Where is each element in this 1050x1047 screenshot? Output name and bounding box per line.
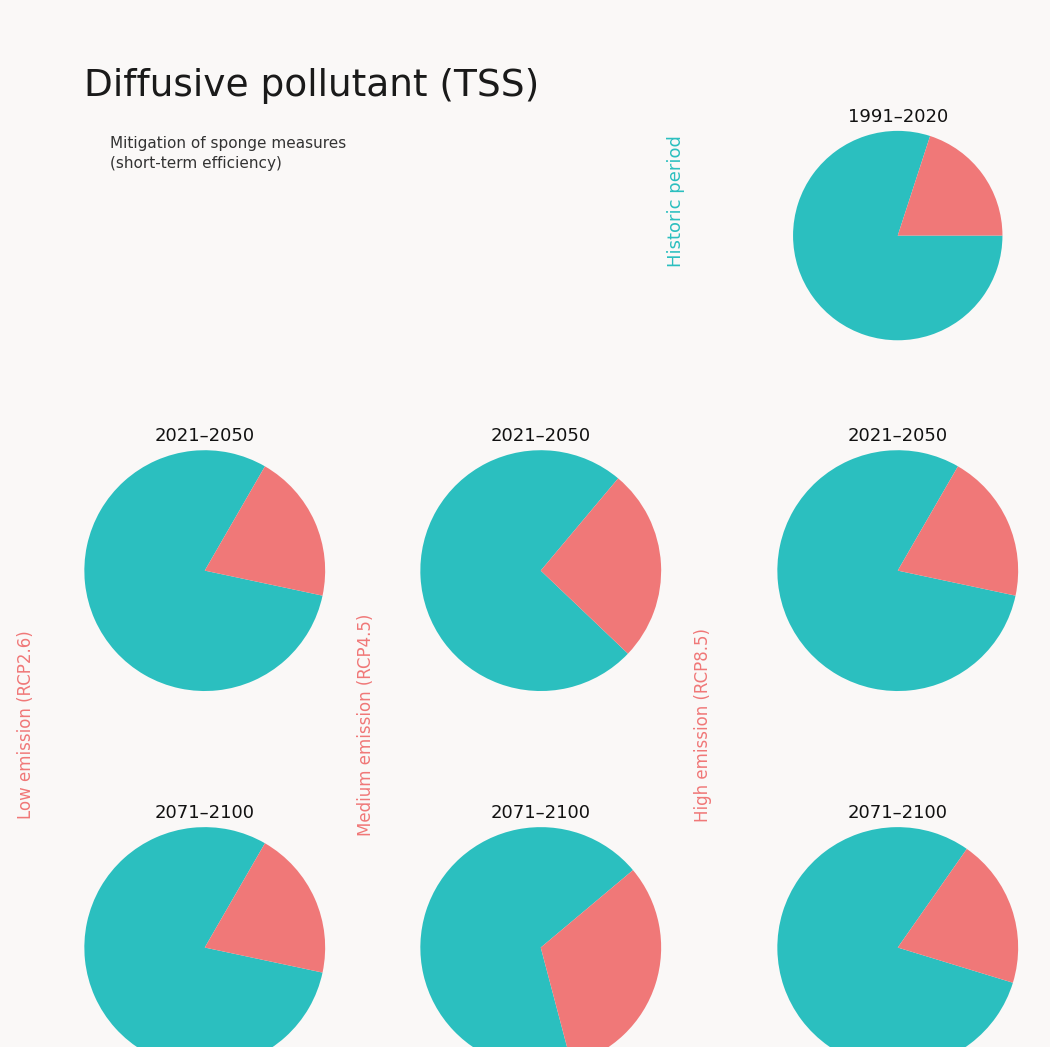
Wedge shape [793,131,1003,340]
Text: 2071–2100: 2071–2100 [490,804,591,822]
Wedge shape [541,478,662,653]
Text: Historic period: Historic period [667,136,686,267]
Wedge shape [777,827,1013,1047]
Text: Low emission (RCP2.6): Low emission (RCP2.6) [17,630,36,820]
Wedge shape [898,466,1018,596]
Text: Medium emission (RCP4.5): Medium emission (RCP4.5) [357,614,376,837]
Wedge shape [84,450,322,691]
Text: 2021–2050: 2021–2050 [154,427,255,445]
Wedge shape [898,136,1003,236]
Wedge shape [541,870,662,1047]
Text: 2071–2100: 2071–2100 [154,804,255,822]
Wedge shape [898,849,1018,983]
Text: 1991–2020: 1991–2020 [847,108,948,126]
Text: 2021–2050: 2021–2050 [847,427,948,445]
Wedge shape [84,827,322,1047]
Wedge shape [205,466,326,596]
Wedge shape [205,843,326,973]
Wedge shape [420,450,628,691]
Text: Diffusive pollutant (TSS): Diffusive pollutant (TSS) [84,68,540,104]
Text: High emission (RCP8.5): High emission (RCP8.5) [694,628,713,822]
Text: 2071–2100: 2071–2100 [847,804,948,822]
Wedge shape [777,450,1015,691]
Text: Mitigation of sponge measures
(short-term efficiency): Mitigation of sponge measures (short-ter… [110,136,346,171]
Wedge shape [420,827,633,1047]
Text: 2021–2050: 2021–2050 [490,427,591,445]
